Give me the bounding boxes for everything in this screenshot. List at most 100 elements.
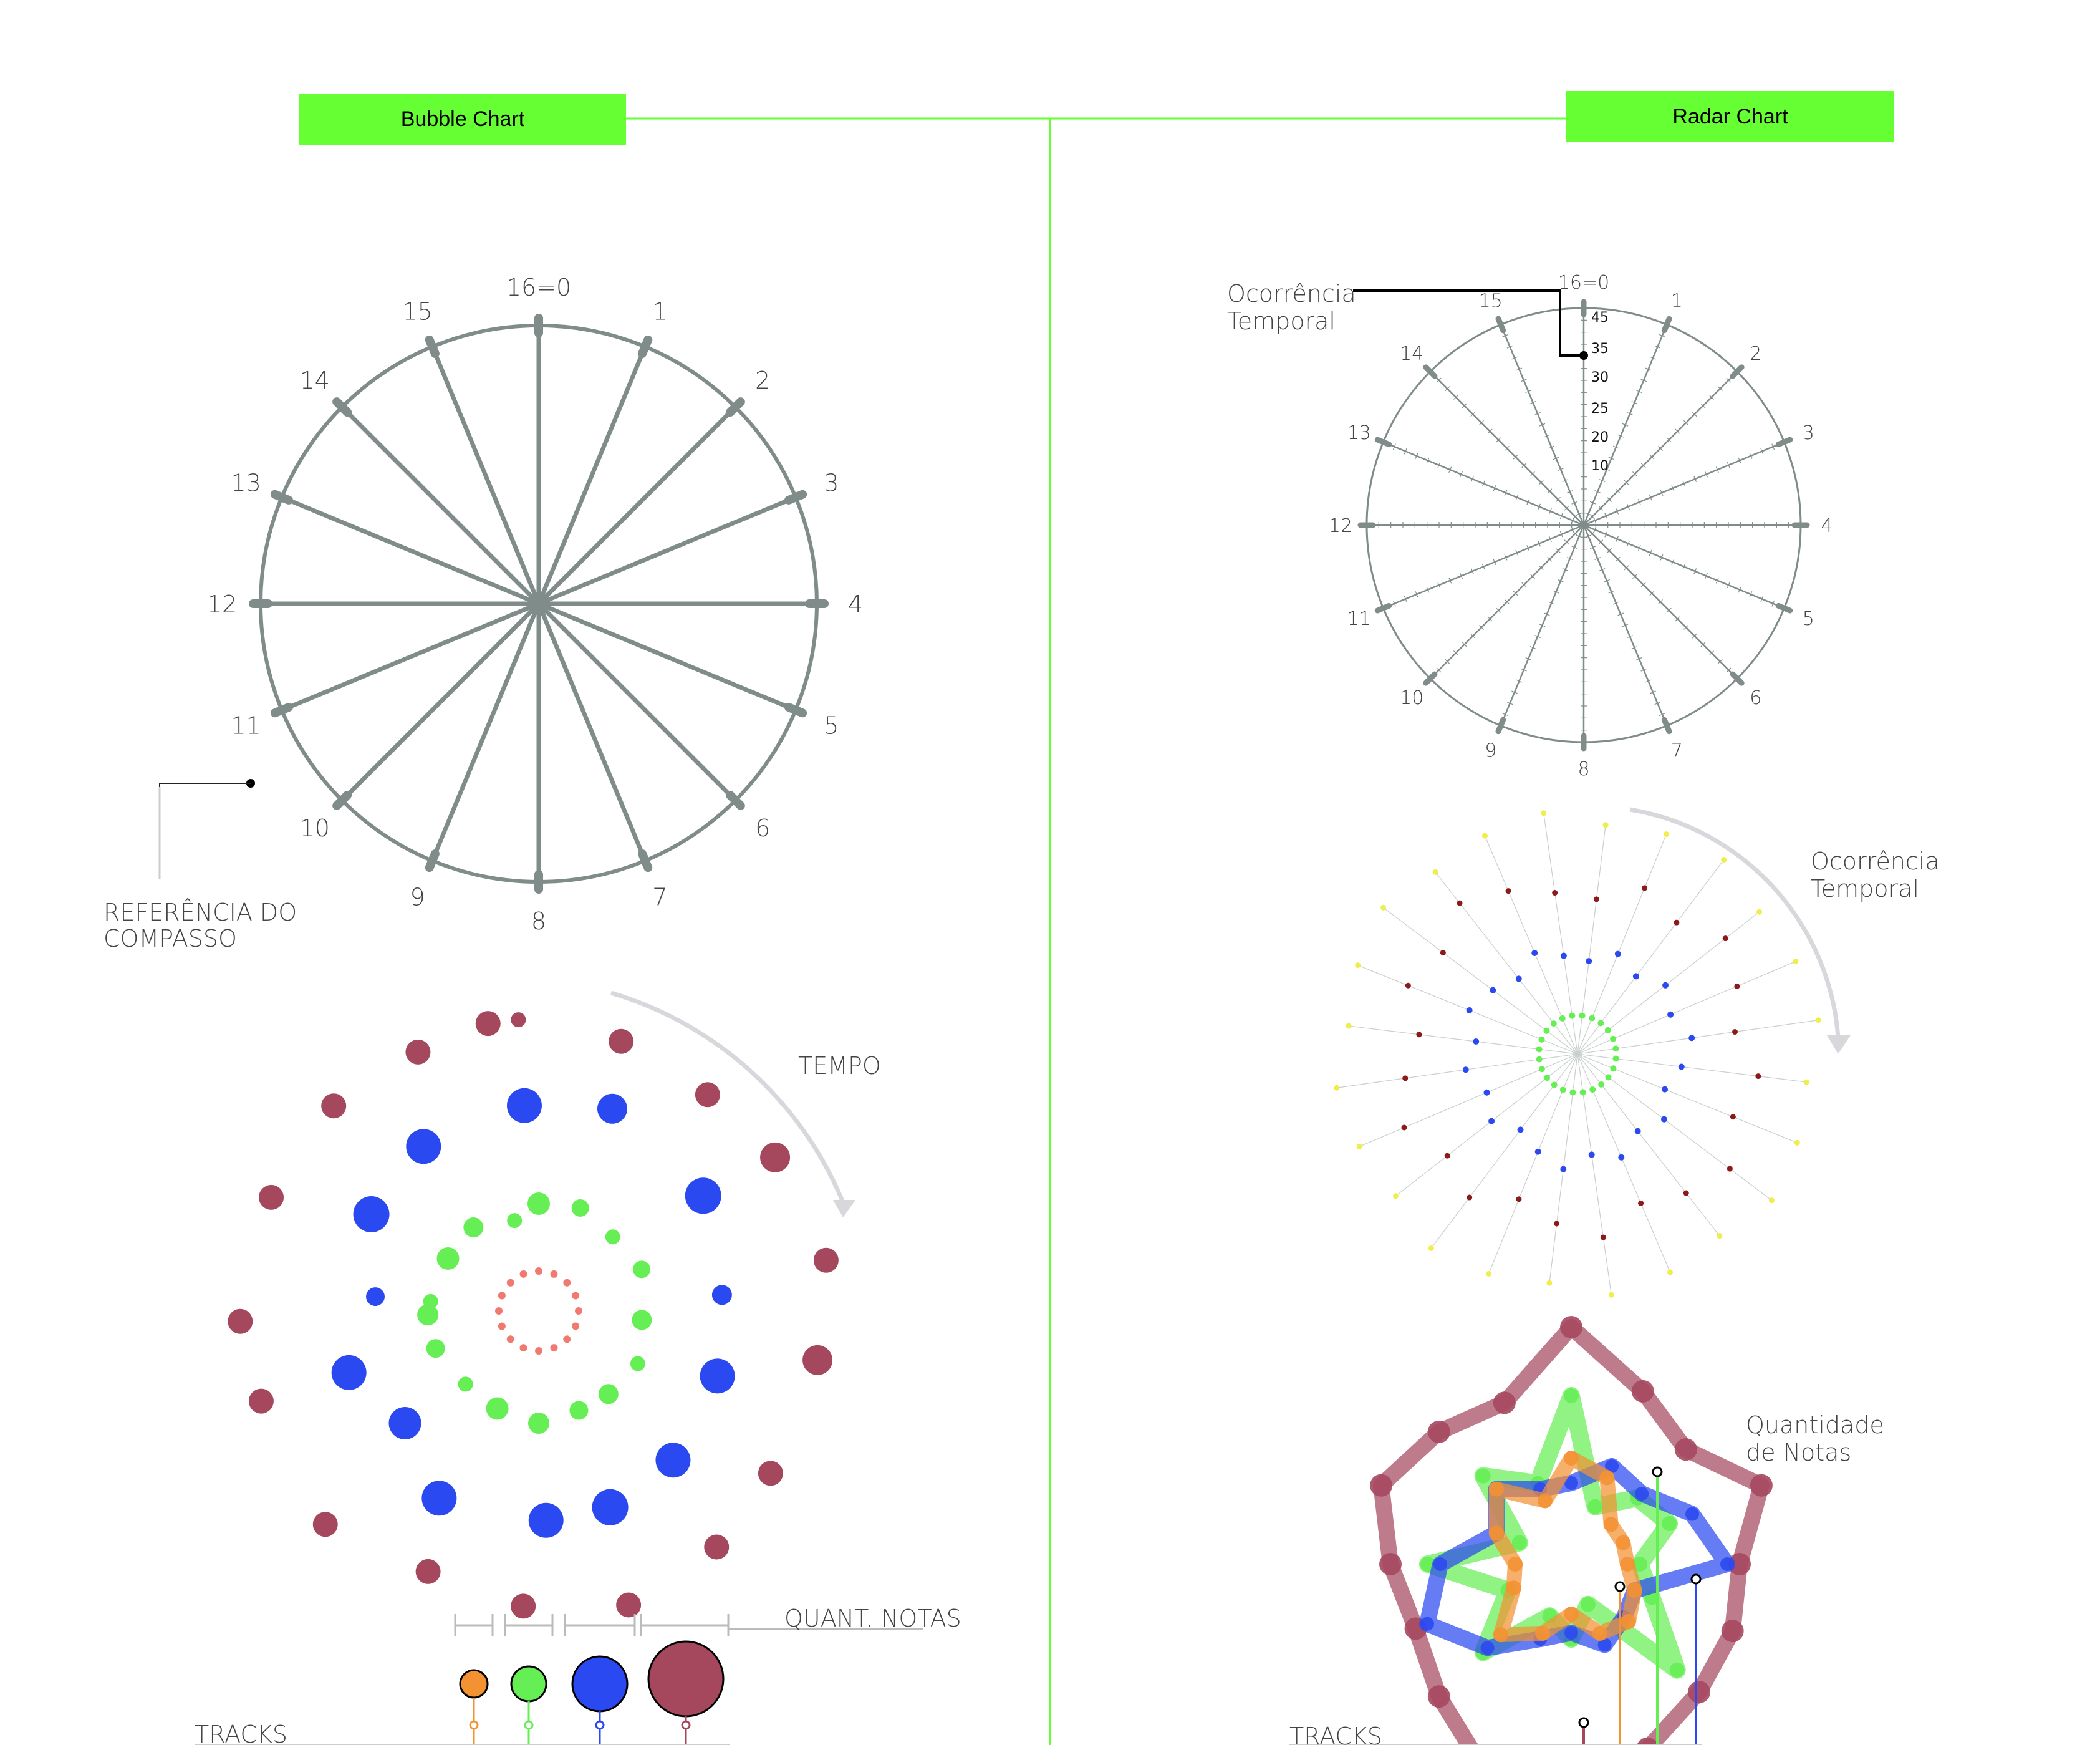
radar-spoke-tick bbox=[1415, 453, 1418, 459]
radar-spoke-tick bbox=[1547, 488, 1553, 494]
radar-polygons bbox=[1289, 1316, 1773, 1745]
polygon-orange-vertex bbox=[1616, 1535, 1631, 1550]
dot-yellow bbox=[1334, 1085, 1340, 1091]
radar-spoke-tick bbox=[1493, 559, 1496, 566]
dot-green bbox=[1551, 1081, 1558, 1088]
bubble-maroon-track bbox=[616, 1592, 642, 1618]
radar-spoke-tick bbox=[1548, 536, 1552, 543]
bubble-green-track bbox=[598, 1384, 619, 1404]
dot-dark-red bbox=[1467, 1194, 1473, 1201]
dot-blue bbox=[1483, 1089, 1490, 1096]
dot-dark-red bbox=[1552, 890, 1558, 896]
polygon-maroon-vertex bbox=[1750, 1474, 1773, 1497]
radar-spoke-tick bbox=[1640, 668, 1647, 672]
radar-spoke-tick bbox=[1470, 476, 1474, 482]
bubble-orange-track bbox=[550, 1270, 558, 1278]
dial-label: 4 bbox=[848, 591, 863, 618]
polygon-blue-vertex bbox=[1605, 1459, 1619, 1473]
dial-spoke bbox=[340, 405, 541, 606]
dot-blue bbox=[1678, 1063, 1685, 1070]
bubble-blue-track bbox=[711, 1285, 732, 1305]
radar-spoke-tick bbox=[1654, 345, 1661, 349]
radar-spoke-tick bbox=[1649, 591, 1655, 596]
radar-tick bbox=[1775, 437, 1793, 448]
legend-stem-marker bbox=[524, 1720, 534, 1730]
dial-label: 6 bbox=[755, 814, 770, 842]
tempo-label: TEMPO bbox=[798, 1052, 881, 1080]
dial-spoke bbox=[536, 344, 648, 606]
radar-spoke-tick bbox=[1558, 579, 1564, 582]
radar-spoke-tick bbox=[1538, 503, 1541, 510]
bubble-green-track bbox=[633, 1260, 651, 1279]
dot-yellow bbox=[1608, 1292, 1614, 1298]
radar-spoke-tick bbox=[1538, 565, 1544, 571]
polygon-maroon-vertex bbox=[1637, 1737, 1659, 1745]
polygon-blue-vertex bbox=[1597, 1638, 1612, 1652]
radar-spoke-tick bbox=[1516, 367, 1523, 371]
dot-green bbox=[1579, 1089, 1586, 1096]
dial-tick bbox=[332, 790, 352, 810]
radar-spoke-tick bbox=[1516, 679, 1523, 683]
radar-spoke-tick bbox=[1632, 471, 1637, 476]
dot-blue bbox=[1488, 1118, 1495, 1124]
radar-spoke-tick bbox=[1462, 403, 1467, 408]
radar-label: 15 bbox=[1479, 291, 1503, 312]
ocorrencia-arrow bbox=[1629, 807, 1841, 1038]
bubble-blue-track bbox=[388, 1406, 421, 1439]
dot-blue bbox=[1534, 1148, 1541, 1155]
radar-spoke-tick bbox=[1470, 568, 1474, 574]
radar-spoke-tick bbox=[1460, 573, 1463, 579]
dot-dark-red bbox=[1554, 1221, 1560, 1227]
bubble-maroon-track bbox=[813, 1247, 839, 1273]
radar-chart-header: Radar Chart bbox=[1566, 91, 1894, 142]
radar-tick bbox=[1374, 437, 1392, 448]
radar-spoke-tick bbox=[1513, 454, 1518, 460]
dial-spoke bbox=[536, 601, 798, 713]
ocorrencia-mid-line2: Temporal bbox=[1811, 875, 1919, 902]
radar-spoke-tick bbox=[1594, 490, 1601, 493]
radar-spoke-tick bbox=[1576, 512, 1582, 516]
polygon-orange-vertex bbox=[1627, 1583, 1642, 1598]
legend-stem-marker bbox=[469, 1720, 479, 1730]
radar-spoke-tick bbox=[1538, 480, 1544, 485]
dot-yellow bbox=[1803, 1079, 1809, 1085]
dot-blue bbox=[1662, 1086, 1669, 1093]
bubble-orange-track bbox=[498, 1322, 506, 1330]
bubble-green-track bbox=[569, 1401, 589, 1420]
radar-spoke-tick bbox=[1682, 563, 1686, 570]
track-stem-marker bbox=[1614, 1581, 1626, 1592]
bubble-green-track bbox=[571, 1199, 589, 1217]
radar-spoke-tick bbox=[1738, 457, 1741, 464]
dot-dark-red bbox=[1755, 1073, 1761, 1080]
radar-spoke-tick bbox=[1749, 453, 1753, 459]
radar-scale-label: 35 bbox=[1591, 341, 1609, 357]
bubble-maroon-track bbox=[511, 1012, 526, 1028]
radar-spoke-tick bbox=[1460, 471, 1463, 478]
polygon-blue-vertex bbox=[1720, 1557, 1734, 1571]
radar-spoke-tick bbox=[1659, 713, 1665, 717]
dot-green bbox=[1536, 1046, 1543, 1053]
radar-spoke-tick bbox=[1645, 679, 1652, 683]
radar-spoke-tick bbox=[1526, 545, 1530, 551]
dot-green bbox=[1559, 1086, 1566, 1093]
bubble-orange-track bbox=[575, 1307, 582, 1315]
radar-spoke-tick bbox=[1437, 582, 1441, 589]
radar-spoke-tick bbox=[1632, 574, 1637, 579]
radar-spoke-tick bbox=[1571, 501, 1578, 505]
dot-dark-red bbox=[1401, 1124, 1407, 1131]
track-stem-marker bbox=[1578, 1717, 1589, 1728]
dial-spoke bbox=[279, 601, 541, 713]
radar-spoke-tick bbox=[1526, 499, 1530, 505]
radar-label: 11 bbox=[1347, 608, 1371, 630]
radar-scale-label: 25 bbox=[1591, 401, 1609, 417]
bubble-maroon-track bbox=[228, 1308, 253, 1334]
dial-label: 1 bbox=[652, 298, 667, 326]
radar-spoke-tick bbox=[1453, 394, 1458, 400]
bubble-maroon-track bbox=[259, 1184, 284, 1210]
dot-yellow bbox=[1432, 869, 1438, 875]
radar-spoke-tick bbox=[1666, 607, 1672, 613]
radar-spoke-tick bbox=[1692, 412, 1697, 417]
dial-spoke bbox=[536, 601, 738, 803]
polygon-maroon-vertex bbox=[1370, 1474, 1393, 1497]
